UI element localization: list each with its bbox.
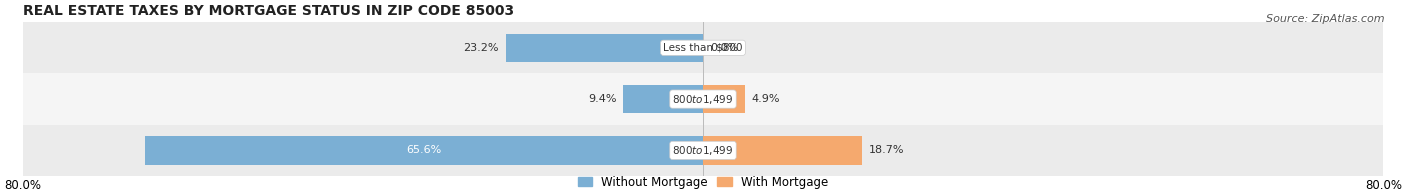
Text: 0.0%: 0.0% <box>710 43 738 53</box>
Bar <box>623 85 703 113</box>
Text: 4.9%: 4.9% <box>751 94 780 104</box>
Text: 65.6%: 65.6% <box>406 145 441 155</box>
Text: REAL ESTATE TAXES BY MORTGAGE STATUS IN ZIP CODE 85003: REAL ESTATE TAXES BY MORTGAGE STATUS IN … <box>22 4 513 18</box>
Bar <box>22 74 1384 125</box>
Text: 18.7%: 18.7% <box>869 145 904 155</box>
Text: Less than $800: Less than $800 <box>664 43 742 53</box>
Text: $800 to $1,499: $800 to $1,499 <box>672 144 734 157</box>
Text: 23.2%: 23.2% <box>464 43 499 53</box>
Bar <box>22 125 1384 176</box>
Legend: Without Mortgage, With Mortgage: Without Mortgage, With Mortgage <box>578 176 828 189</box>
Bar <box>703 85 745 113</box>
Bar <box>22 22 1384 74</box>
Bar <box>145 136 703 164</box>
Bar <box>703 136 862 164</box>
Text: Source: ZipAtlas.com: Source: ZipAtlas.com <box>1267 14 1385 24</box>
Text: 9.4%: 9.4% <box>588 94 616 104</box>
Text: $800 to $1,499: $800 to $1,499 <box>672 93 734 106</box>
Bar <box>506 34 703 62</box>
